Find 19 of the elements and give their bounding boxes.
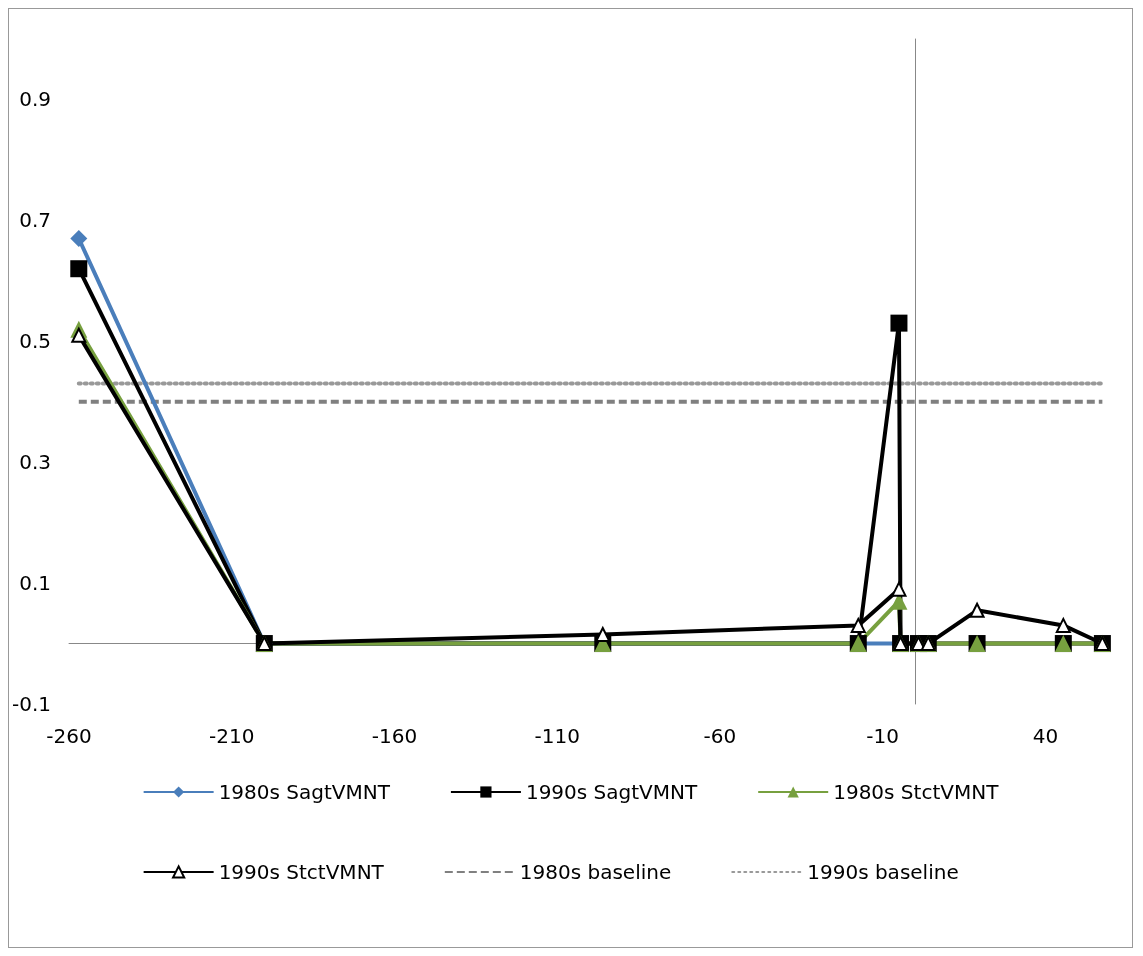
x-tick-label: -10: [866, 724, 900, 748]
x-tick-label: -60: [703, 724, 737, 748]
legend-label: 1990s SagtVMNT: [525, 780, 698, 804]
y-tick-label: 0.3: [19, 450, 52, 475]
legend-label: 1980s StctVMNT: [833, 780, 1000, 804]
y-tick-label: 0.9: [19, 87, 52, 112]
y-tick-label: 0.5: [19, 329, 52, 354]
x-tick-label: -160: [371, 724, 418, 748]
legend-label: 1980s baseline: [519, 860, 672, 884]
x-tick-label: 40: [1032, 724, 1059, 748]
y-tick-label: 0.1: [19, 571, 52, 596]
x-tick-label: -260: [46, 724, 92, 748]
legend-label: 1990s StctVMNT: [218, 860, 385, 884]
legend-label: 1980s SagtVMNT: [218, 780, 391, 804]
x-tick-label: -210: [209, 724, 255, 748]
legend-label: 1990s baseline: [807, 860, 959, 884]
x-tick-label: -110: [534, 724, 580, 748]
y-tick-label: 0.7: [19, 208, 52, 233]
y-tick-label: -0.1: [11, 692, 52, 716]
